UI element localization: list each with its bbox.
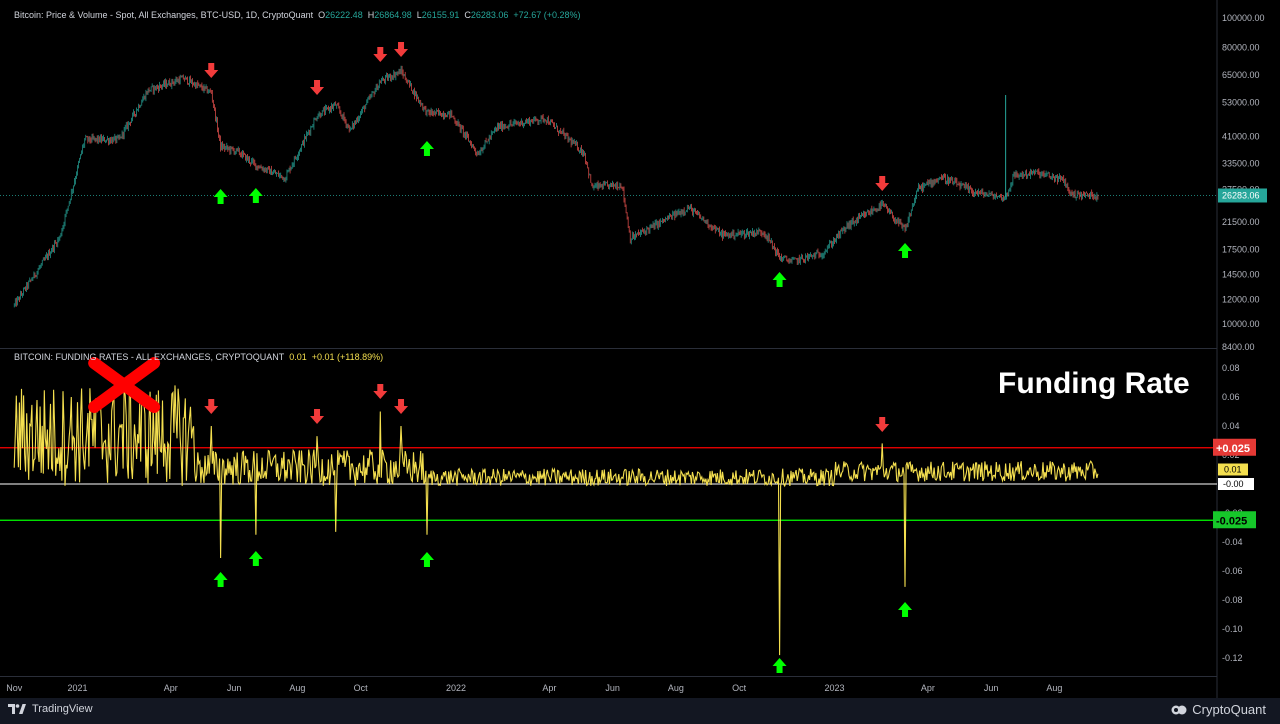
time-tick-label: Aug [289,683,305,693]
low-value: 26155.91 [421,10,460,20]
price-down-arrow [204,63,219,78]
price-tick-label: 14500.00 [1222,269,1260,279]
price-down-arrow [310,80,325,95]
funding-last-label: 0.01 [1224,465,1242,475]
price-up-arrow [772,272,787,287]
time-tick-label: Oct [354,683,369,693]
time-tick-label: Apr [164,683,178,693]
funding-rate-overlay-label: Funding Rate [998,367,1190,400]
time-tick-label: Jun [227,683,242,693]
funding-tick-label: 0.04 [1222,421,1240,431]
price-down-arrow [875,176,890,191]
price-tick-label: 21500.00 [1222,217,1260,227]
zero-badge [1218,478,1254,490]
funding-rate-line [13,384,1099,656]
funding-rate-series [13,384,1099,656]
cryptoquant-brand-text: CryptoQuant [1192,702,1266,717]
price-down-arrow [373,47,388,62]
funding-tick-label: -0.10 [1222,624,1243,634]
funding-value: 0.01 [289,352,307,362]
time-tick-label: Oct [732,683,747,693]
price-up-arrow [419,141,434,156]
funding-up-arrow [419,552,434,567]
price-tick-label: 17500.00 [1222,245,1260,255]
funding-legend[interactable]: BITCOIN: FUNDING RATES - ALL EXCHANGES, … [14,352,383,362]
last-price-label: 26283.06 [1222,190,1260,200]
lower-threshold-label: -0.025 [1216,515,1247,527]
funding-tick-label: -0.12 [1222,653,1243,663]
time-tick-label: 2021 [67,683,87,693]
tradingview-brand-text: TradingView [32,703,93,715]
funding-up-arrow [213,572,228,587]
zero-label: -0.00 [1223,479,1244,489]
funding-legend-title: BITCOIN: FUNDING RATES - ALL EXCHANGES, … [14,352,285,362]
signal-arrows [88,42,913,673]
funding-last-badge [1218,463,1248,476]
funding-down-arrow [373,384,388,399]
funding-down-arrow [875,417,890,432]
high-value: 26864.98 [374,10,412,20]
price-up-arrow [898,243,913,258]
funding-tick-label: -0.06 [1222,566,1243,576]
price-tick-label: 41000.00 [1222,131,1260,141]
price-tick-label: 100000.00 [1222,13,1265,23]
time-tick-label: Jun [984,683,999,693]
funding-down-arrow [310,409,325,424]
time-tick-label: Jun [605,683,620,693]
time-axis[interactable]: Nov 2021 Apr Jun Aug Oct 2022 Apr Jun Aug Oct 2023 A… [6,683,1062,693]
time-tick-label: 2023 [825,683,845,693]
time-tick-label: Aug [668,683,684,693]
price-candles [13,65,1099,308]
funding-down-arrow [394,399,409,414]
lower-threshold-badge [1213,511,1256,529]
funding-up-arrow [248,551,263,566]
time-tick-label: Apr [542,683,556,693]
funding-tick-label: 0.08 [1222,363,1240,373]
funding-change: +0.01 (+118.89%) [311,352,384,362]
footer-bar: TradingView CryptoQuant [0,698,1280,724]
price-tick-label: 65000.00 [1222,70,1260,80]
funding-tick-label: -0.08 [1222,595,1243,605]
time-tick-label: Nov [6,683,23,693]
price-change: +72.67 (+0.28%) [513,10,581,20]
price-tick-label: 8400.00 [1222,342,1255,352]
time-tick-label: Aug [1046,683,1062,693]
price-tick-label: 33500.00 [1222,158,1260,168]
close-value: 26283.06 [470,10,509,20]
funding-up-arrow [772,658,787,673]
red-cross-mark [88,357,161,413]
tradingview-icon [8,704,26,714]
price-legend[interactable]: Bitcoin: Price & Volume - Spot, All Exch… [14,10,581,20]
funding-tick-label: 0.06 [1222,392,1240,402]
upper-threshold-label: +0.025 [1216,443,1250,455]
funding-down-arrow [204,399,219,414]
upper-threshold-badge [1213,438,1256,456]
open-value: 26222.48 [325,10,363,20]
tradingview-logo[interactable]: TradingView [8,703,93,715]
last-price-badge [1218,188,1267,203]
price-tick-label: 10000.00 [1222,319,1260,329]
cryptoquant-logo: CryptoQuant [1171,702,1266,717]
price-tick-label: 80000.00 [1222,43,1260,53]
price-up-arrow [248,188,263,203]
funding-up-arrow [898,602,913,617]
price-down-arrow [394,42,409,57]
price-legend-title: Bitcoin: Price & Volume - Spot, All Exch… [14,10,314,20]
cryptoquant-icon [1171,705,1187,714]
price-tick-label: 53000.00 [1222,97,1260,107]
price-tick-label: 12000.00 [1222,295,1260,305]
time-tick-label: Apr [921,683,935,693]
time-tick-label: 2022 [446,683,466,693]
funding-tick-label: -0.04 [1222,537,1243,547]
price-up-arrow [213,189,228,204]
